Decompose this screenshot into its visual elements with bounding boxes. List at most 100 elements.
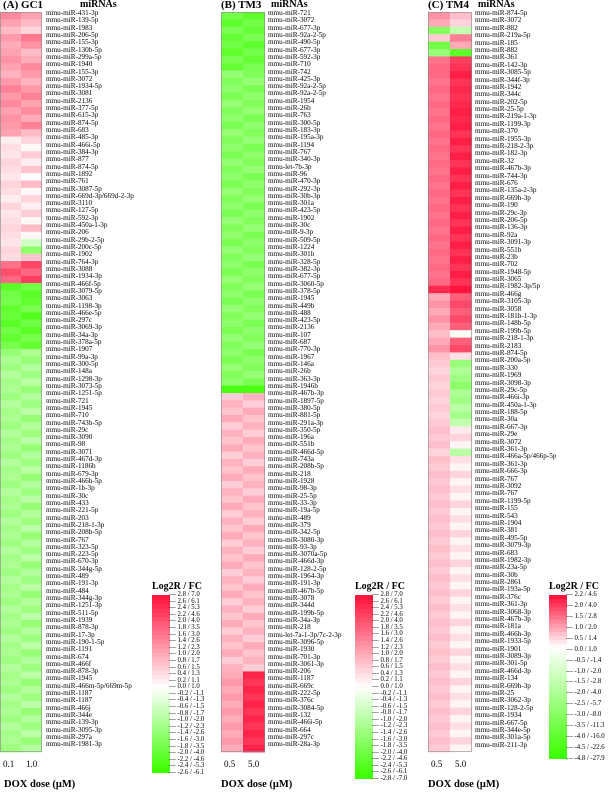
- row-label: mmu-miR-196a: [268, 433, 314, 442]
- heatmap-cell: [243, 502, 265, 511]
- heatmap-cell: [243, 473, 265, 482]
- legend-swatch: [355, 682, 373, 688]
- legend-swatch: [549, 636, 567, 641]
- legend-label: — -4.0 / -16.0: [566, 733, 605, 741]
- heatmap-cell: [21, 407, 42, 416]
- heatmap-cell: [21, 283, 42, 291]
- legend-label: — -1.0 / -2.0: [169, 716, 205, 724]
- heatmap-cell: [450, 374, 472, 383]
- row-label: mmu-miR-425-3p: [268, 74, 321, 83]
- heatmap-cell: [428, 359, 450, 368]
- heatmap-cell: [243, 671, 265, 680]
- row-label: mmu-miR-301b: [268, 250, 315, 259]
- legend-swatch: [152, 701, 170, 707]
- heatmap-cell: [243, 444, 265, 453]
- row-label: mmu-miR-1b-3p: [46, 484, 95, 493]
- row-label: mmu-miR-679-3p: [46, 469, 99, 478]
- heatmap-cell: [0, 378, 21, 387]
- legend-swatch: [549, 611, 567, 616]
- heatmap-cell: [21, 371, 42, 379]
- row-label: mmu-miR-30b-3p: [268, 191, 321, 200]
- row-label: mmu-miR-30c: [268, 221, 311, 230]
- heatmap-cell: [0, 151, 21, 159]
- row-label: mmu-miR-384-3p: [46, 147, 99, 156]
- legend-label: — -2.0 / -4.0: [372, 748, 408, 756]
- heatmap-cell: [221, 114, 243, 123]
- heatmap-cell: [221, 312, 243, 321]
- row-label: mmu-miR-3062-3p: [475, 696, 531, 705]
- heatmap-cell: [243, 634, 265, 643]
- heatmap-cell: [450, 160, 472, 168]
- heatmap-cell: [428, 352, 450, 361]
- heatmap-cell: [428, 692, 450, 701]
- legend-swatch: [549, 734, 567, 739]
- legend-swatch: [152, 697, 170, 703]
- heatmap-cell: [0, 407, 21, 416]
- heatmap-cell: [428, 641, 450, 649]
- heatmap-cell: [221, 136, 243, 145]
- heatmap-cell: [0, 656, 21, 665]
- heatmap-cell: [428, 367, 450, 375]
- legend-swatch: [355, 751, 373, 757]
- row-label: mmu-miR-300-5p: [268, 118, 321, 127]
- heatmap-cell: [428, 611, 450, 620]
- legend-label: — 2.8 / 7.0: [372, 591, 403, 598]
- row-label: mmu-miR-1224: [268, 243, 315, 251]
- legend-label: — 2.8 / 7.0: [169, 591, 200, 598]
- heatmap-cell: [221, 275, 243, 284]
- heatmap-cell: [450, 663, 472, 671]
- heatmap-cell: [450, 574, 472, 583]
- heatmap-cell: [450, 478, 472, 486]
- heatmap-cell: [0, 268, 21, 277]
- row-label: mmu-miR-1194: [268, 140, 315, 149]
- heatmap-cell: [21, 451, 42, 460]
- heatmap-cell: [21, 422, 42, 431]
- panel-a-row-labels: mmu-miR-431-3p mmu-miR-139-5p mmu-miR-1983…: [46, 9, 134, 749]
- heatmap-cell: [428, 63, 450, 72]
- heatmap-cell: [428, 456, 450, 464]
- heatmap-cell: [243, 744, 265, 753]
- row-label: mmu-miR-183-3p: [268, 126, 321, 134]
- heatmap-cell: [243, 605, 265, 614]
- legend-label: — -1.0 / -2.0: [372, 715, 408, 723]
- row-label: mmu-miR-344e: [46, 711, 92, 719]
- row-label: mmu-miR-218-1-3p: [46, 520, 105, 529]
- heatmap-cell: [450, 507, 472, 516]
- row-label: mmu-miR-363-3p: [268, 374, 321, 383]
- heatmap-cell: [0, 429, 21, 438]
- heatmap-cell: [243, 686, 265, 694]
- heatmap-cell: [221, 744, 243, 753]
- heatmap-cell: [428, 93, 450, 102]
- heatmap-cell: [221, 85, 243, 93]
- row-label: mmu-miR-669h-3p: [475, 193, 531, 202]
- heatmap-cell: [428, 404, 450, 412]
- row-label: mmu-miR-1945: [46, 674, 93, 683]
- heatmap-cell: [0, 546, 21, 555]
- row-label: mmu-miR-423-5p: [268, 206, 321, 215]
- heatmap-cell: [21, 495, 42, 504]
- heatmap-cell: [0, 92, 21, 101]
- heatmap-cell: [450, 589, 472, 597]
- row-label: mmu-miR-433: [46, 498, 89, 507]
- row-label: mmu-miR-191-3p: [46, 579, 99, 588]
- heatmap-cell: [0, 283, 21, 291]
- heatmap-cell: [221, 392, 243, 401]
- heatmap-cell: [221, 180, 243, 189]
- legend-swatch: [549, 615, 567, 621]
- row-label: mmu-miR-148a: [46, 367, 92, 376]
- heatmap-cell: [243, 85, 265, 93]
- row-label: mmu-miR-199b-5p: [475, 326, 531, 335]
- heatmap-cell: [243, 414, 265, 423]
- heatmap-cell: [21, 70, 42, 79]
- heatmap-cell: [0, 730, 21, 738]
- heatmap-cell: [221, 620, 243, 628]
- heatmap-cell: [243, 202, 265, 211]
- heatmap-cell: [450, 26, 472, 35]
- heatmap-cell: [221, 334, 243, 343]
- heatmap-cell: [428, 130, 450, 139]
- heatmap-cell: [243, 561, 265, 570]
- heatmap-cell: [428, 152, 450, 161]
- heatmap-cell: [243, 458, 265, 467]
- heatmap-cell: [243, 231, 265, 240]
